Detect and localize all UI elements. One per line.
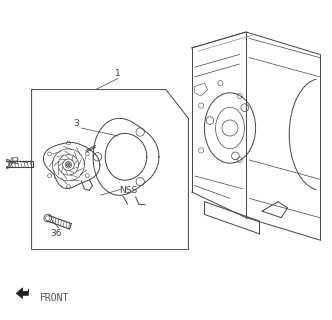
Text: FRONT: FRONT [40, 292, 69, 303]
Circle shape [66, 163, 70, 167]
Text: 1: 1 [115, 69, 121, 78]
Text: 3: 3 [73, 119, 79, 128]
Text: 42: 42 [8, 157, 20, 166]
Text: 36: 36 [50, 229, 61, 238]
Text: NSS: NSS [120, 186, 138, 195]
Polygon shape [16, 288, 29, 299]
